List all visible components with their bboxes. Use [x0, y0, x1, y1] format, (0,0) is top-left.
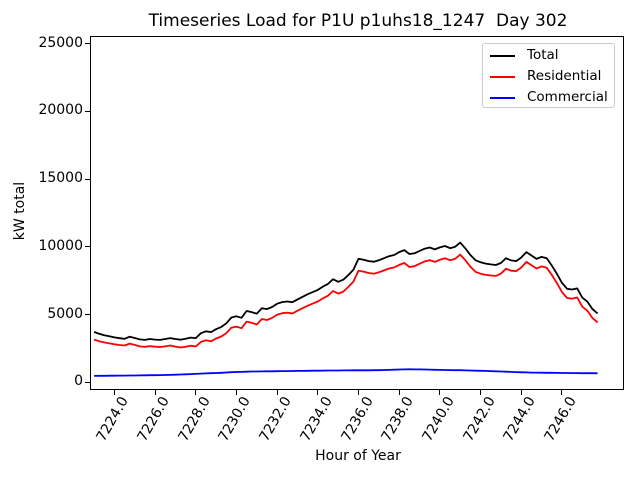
x-tick-label: 7230.0	[215, 394, 255, 445]
y-tick-label: 5000	[47, 305, 83, 322]
legend-line-sample-commercial	[490, 96, 515, 99]
x-tick-label: 7238.0	[378, 394, 418, 445]
legend-line-sample-residential	[490, 75, 515, 78]
x-axis-label: Hour of Year	[315, 448, 401, 464]
x-tick-label: 7226.0	[134, 394, 173, 445]
x-tick-mark	[439, 390, 441, 395]
series-line-residential	[93, 253, 599, 349]
y-tick-label: 10000	[38, 237, 83, 254]
chart-canvas	[93, 241, 599, 377]
x-tick-label: 7228.0	[175, 394, 214, 445]
x-tick-mark	[113, 390, 115, 395]
x-tick-label: 7244.0	[500, 394, 540, 445]
x-tick-mark	[276, 390, 278, 395]
legend-item-total: Total	[483, 45, 614, 66]
x-tick-mark	[195, 390, 197, 395]
y-tick-label: 0	[74, 373, 83, 390]
y-tick-label: 25000	[38, 34, 83, 51]
x-tick-label: 7242.0	[460, 394, 499, 445]
legend: Total Residential Commercial	[482, 43, 615, 108]
legend-label-total: Total	[527, 47, 559, 63]
legend-item-commercial: Commercial	[483, 87, 614, 108]
x-tick-mark	[398, 390, 400, 395]
x-tick-mark	[520, 390, 522, 395]
x-tick-mark	[358, 390, 360, 395]
legend-line-sample-total	[490, 54, 515, 57]
legend-label-commercial: Commercial	[527, 89, 608, 105]
x-tick-label: 7232.0	[256, 394, 296, 445]
x-tick-mark	[317, 390, 319, 395]
x-tick-label: 7236.0	[338, 394, 377, 445]
legend-item-residential: Residential	[483, 66, 614, 87]
series-line-total	[93, 241, 599, 341]
chart-title: Timeseries Load for P1U p1uhs18_1247 Day…	[148, 11, 568, 31]
x-tick-mark	[154, 390, 156, 395]
y-axis-label: kW total	[12, 181, 28, 241]
x-tick-label: 7246.0	[541, 394, 580, 445]
legend-label-residential: Residential	[527, 68, 602, 84]
series-line-commercial	[94, 368, 598, 377]
y-tick-label: 20000	[38, 102, 83, 119]
x-tick-label: 7240.0	[419, 394, 458, 445]
x-tick-mark	[235, 390, 237, 395]
x-tick-label: 7224.0	[93, 394, 133, 445]
x-tick-mark	[480, 390, 482, 395]
x-tick-mark	[561, 390, 563, 395]
x-tick-label: 7234.0	[297, 394, 336, 445]
